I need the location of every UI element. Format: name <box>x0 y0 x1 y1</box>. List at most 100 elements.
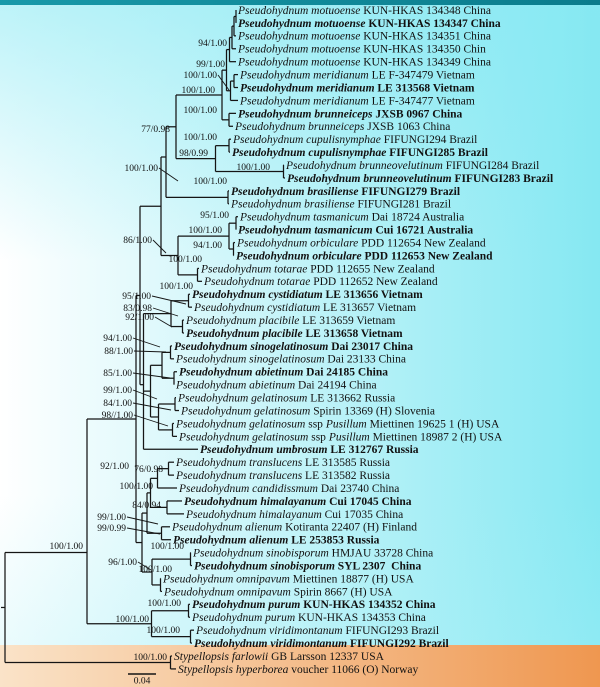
taxon-label-25: Pseudohydnum placibile LE 313659 Vietnam <box>185 315 395 327</box>
taxon-label-52: Stypellopsis hyperborea voucher 11066 (O… <box>178 664 419 676</box>
outgroup-orange-band <box>0 645 600 687</box>
taxon-label-20: Pseudohydnum orbiculare PDD 112653 New Z… <box>236 250 493 262</box>
taxon-label-39: Pseudohydnum himalayanum Cui 17045 China <box>184 496 412 508</box>
taxon-label-17: Pseudohydnum tasmanicum Dai 18724 Austra… <box>239 212 464 224</box>
taxon-label-42: Pseudohydnum alienum LE 253853 Russia <box>173 535 380 547</box>
support-value-19: 92/1.00 <box>125 313 154 323</box>
taxon-label-23: Pseudohydnum cystidiatum LE 313656 Vietn… <box>192 289 423 301</box>
support-value-5: 77/0.98 <box>141 125 170 135</box>
support-value-38: 100/1.00 <box>133 653 167 663</box>
tree-branches <box>1 10 285 670</box>
taxon-label-50: Pseudohydnum viridimontanum FIFUNGI292 B… <box>194 638 449 650</box>
support-value-4: 100/1.00 <box>183 106 217 116</box>
scale-bar: 0.04 <box>128 673 156 687</box>
taxon-label-2: Pseudohydnum motuoense KUN-HKAS 134347 C… <box>238 18 501 30</box>
support-value-26: 92/1.00 <box>100 462 129 472</box>
taxon-label-49: Pseudohydnum viridimontanum FIFUNGI293 B… <box>195 625 439 637</box>
taxon-label-3: Pseudohydnum motuoense KUN-HKAS 134351 C… <box>237 31 491 43</box>
support-value-21: 88/1.00 <box>104 347 133 357</box>
support-value-0: 94/1.00 <box>198 39 227 49</box>
taxon-label-41: Pseudohydnum alienum Kotiranta 22407 (H)… <box>171 522 417 534</box>
support-value-28: 100/1.00 <box>119 482 153 492</box>
support-value-18: 83/0.98 <box>123 304 152 314</box>
taxon-label-29: Pseudohydnum abietinum Dai 24185 China <box>179 367 388 379</box>
leader-line-30 <box>126 516 159 525</box>
taxon-label-18: Pseudohydnum tasmanicum Cui 16721 Austra… <box>238 225 473 237</box>
support-value-11: 95/1.00 <box>200 211 229 221</box>
taxon-label-16: Pseudohydnum brasiliense FIFUNGI281 Braz… <box>230 199 451 211</box>
support-value-29: 84/0.94 <box>132 501 161 511</box>
support-value-15: 100/1.00 <box>168 255 202 265</box>
support-value-27: 76/0.98 <box>134 465 163 475</box>
support-value-3: 100/1.00 <box>181 86 215 96</box>
taxon-label-38: Pseudohydnum candidissmum Dai 23740 Chin… <box>178 483 399 495</box>
taxon-label-5: Pseudohydnum motuoense KUN-HKAS 134349 C… <box>237 57 491 69</box>
taxon-label-21: Pseudohydnum totarae PDD 112655 New Zeal… <box>200 263 435 275</box>
taxon-label-12: Pseudohydnum cupulisnymphae FIFUNGI285 B… <box>232 147 488 159</box>
leader-line-22 <box>132 372 171 379</box>
support-value-30: 99/1.00 <box>97 513 126 523</box>
leader-line-25 <box>133 414 169 427</box>
support-value-13: 94/1.00 <box>193 241 222 251</box>
support-value-7: 98/0.99 <box>179 149 208 159</box>
support-value-25: 98//1.00 <box>102 411 134 421</box>
leader-line-33 <box>137 561 152 571</box>
support-leader-lines <box>126 74 230 571</box>
support-value-35: 100/1.00 <box>147 599 181 609</box>
taxon-label-45: Pseudohydnum omnipavum Miettinen 18877 (… <box>162 573 414 585</box>
taxon-label-33: Pseudohydnum gelatinosum ssp Pusillum Mi… <box>175 418 500 430</box>
top-teal-strip <box>0 0 600 5</box>
taxon-label-28: Pseudohydnum sinogelatinosum Dai 23133 C… <box>175 354 406 366</box>
support-value-14: 86/1.00 <box>123 236 152 246</box>
leader-line-19 <box>154 316 173 328</box>
support-value-23: 99/1.00 <box>103 386 132 396</box>
leader-line-21 <box>133 350 167 353</box>
support-value-36: 100/1.00 <box>115 615 149 625</box>
support-value-6: 100/1.00 <box>183 133 217 143</box>
taxon-label-1: Pseudohydnum motuoense KUN-HKAS 134348 C… <box>237 5 491 17</box>
taxon-label-22: Pseudohydnum totarae PDD 112652 New Zeal… <box>203 276 438 288</box>
taxon-label-36: Pseudohydnum translucens LE 313585 Russi… <box>175 457 390 469</box>
leader-line-31 <box>126 527 161 535</box>
support-values: 94/1.0099/1.00100/1.00100/1.00100/1.0077… <box>49 39 270 663</box>
taxon-label-8: Pseudohydnum meridianum LE F-347477 Viet… <box>239 95 475 107</box>
taxon-label-24: Pseudohydnum cystidiatum LE 313657 Vietn… <box>193 302 416 314</box>
taxon-label-47: Pseudohydnum purum KUN-HKAS 134352 China <box>192 599 436 611</box>
leader-line-8 <box>158 167 179 182</box>
taxon-label-15: Pseudohydnum brasiliense FIFUNGI279 Braz… <box>231 186 460 198</box>
taxon-label-43: Pseudohydnum sinobisporum HMJAU 33728 Ch… <box>192 548 433 560</box>
taxon-label-13: Pseudohydnum brunneovelutinum FIFUNGI284… <box>285 160 539 172</box>
leader-line-18 <box>152 307 179 317</box>
support-value-1: 99/1.00 <box>196 60 225 70</box>
taxon-label-10: Pseudohydnum brunneiceps JXSB 1063 China <box>234 121 450 133</box>
support-value-12: 100/1.00 <box>188 226 222 236</box>
support-value-39: 100/1.00 <box>49 542 83 552</box>
taxon-label-27: Pseudohydnum sinogelatinosum Dai 23017 C… <box>174 341 413 353</box>
support-value-22: 85/1.00 <box>103 369 132 379</box>
taxon-label-37: Pseudohydnum translucens LE 313582 Russi… <box>175 470 390 482</box>
taxon-labels: Pseudohydnum motuoense KUN-HKAS 134348 C… <box>162 5 553 676</box>
support-value-17: 95/1.00 <box>122 292 151 302</box>
taxon-label-32: Pseudohydnum gelatinosum Spirin 13369 (H… <box>180 405 435 417</box>
support-value-16: 100/1.00 <box>159 282 193 292</box>
support-value-2: 100/1.00 <box>183 71 217 81</box>
support-value-10: 100/1.00 <box>193 177 227 187</box>
taxon-label-11: Pseudohydnum cupulisnymphae FIFUNGI294 B… <box>232 134 477 146</box>
taxon-label-30: Pseudohydnum abietinum Dai 24194 China <box>175 380 377 392</box>
leader-line-23 <box>132 389 158 400</box>
support-value-20: 94/1.00 <box>103 334 132 344</box>
taxon-label-31: Pseudohydnum gelatinosum LE 313662 Russi… <box>177 393 395 405</box>
taxon-label-34: Pseudohydnum gelatinosum ssp Pusillum Mi… <box>178 431 503 443</box>
support-value-24: 84/1.00 <box>103 399 132 409</box>
taxon-label-19: Pseudohydnum orbiculare PDD 112654 New Z… <box>236 237 486 249</box>
leader-line-2 <box>217 74 230 91</box>
leader-line-17 <box>151 295 187 305</box>
leader-line-20 <box>132 337 161 348</box>
leader-line-14 <box>152 239 167 254</box>
taxon-label-9: Pseudohydnum brunneiceps JXSB 0967 China <box>238 108 463 120</box>
support-value-34: 100/1.00 <box>138 565 172 575</box>
taxon-label-46: Pseudohydnum omnipavum Spirin 8667 (H) U… <box>163 586 393 598</box>
taxon-label-35: Pseudohydnum umbrosum LE 312767 Russia <box>200 444 419 456</box>
